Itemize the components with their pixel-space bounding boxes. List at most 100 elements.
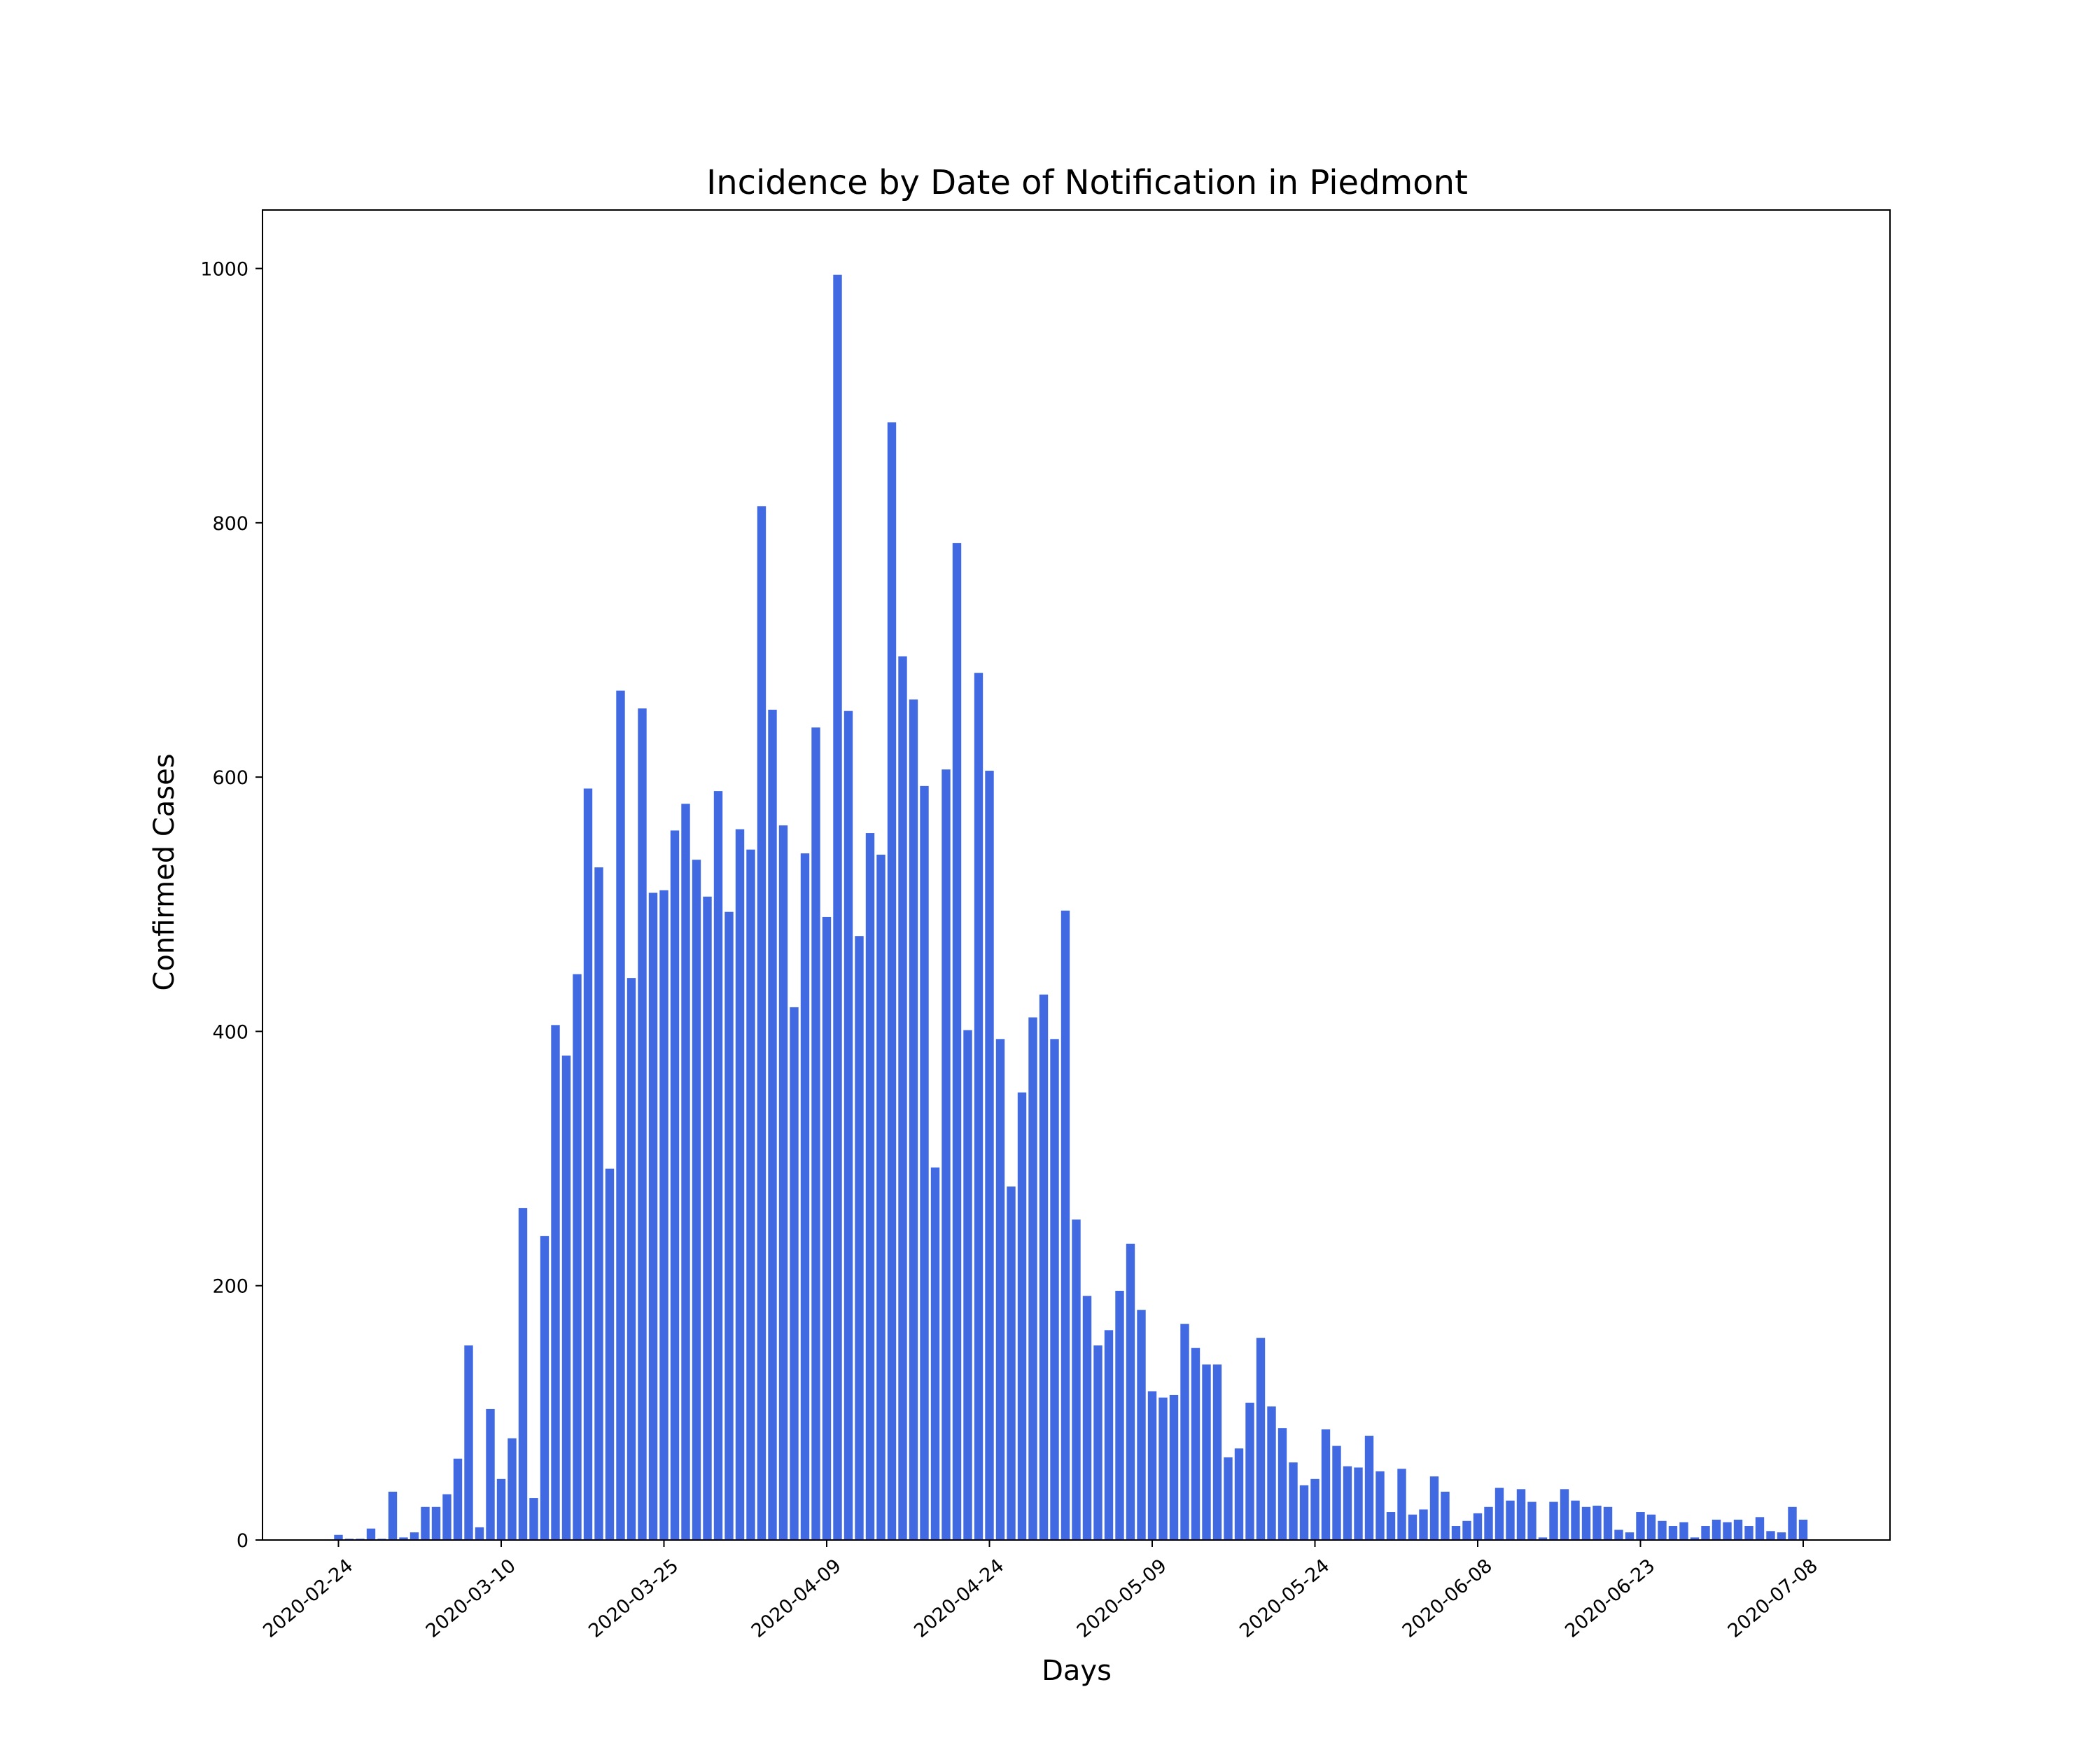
bar (605, 1168, 615, 1540)
bar (898, 656, 907, 1540)
bar (1408, 1514, 1418, 1540)
y-tick-label: 400 (212, 1021, 248, 1043)
bar (1777, 1532, 1786, 1540)
bar (1191, 1348, 1200, 1540)
bar (1017, 1092, 1027, 1540)
bar (1494, 1488, 1504, 1540)
bar (507, 1438, 517, 1540)
bar (1516, 1489, 1526, 1540)
bar (1137, 1310, 1146, 1540)
bar (1581, 1506, 1591, 1540)
bar (1060, 910, 1070, 1540)
bar (746, 849, 755, 1540)
bar (855, 936, 864, 1540)
bar (1723, 1522, 1732, 1540)
bar (1245, 1402, 1254, 1540)
bar (1473, 1513, 1483, 1540)
bar (1744, 1526, 1754, 1540)
bar (1397, 1469, 1406, 1540)
bar (1267, 1406, 1276, 1540)
bar (800, 853, 810, 1540)
bar (1278, 1428, 1287, 1540)
bar (421, 1506, 430, 1540)
bar (1592, 1505, 1602, 1540)
bar (887, 422, 897, 1540)
bar (768, 709, 777, 1540)
bar (464, 1345, 473, 1540)
bar (1701, 1526, 1710, 1540)
bar (920, 785, 929, 1540)
bar (486, 1408, 495, 1540)
bar (1082, 1296, 1092, 1540)
bar (1321, 1429, 1331, 1540)
bar (1571, 1500, 1580, 1540)
y-tick-label: 800 (212, 513, 248, 535)
bar (529, 1498, 538, 1540)
bar (1147, 1391, 1157, 1540)
bar (1072, 1219, 1081, 1540)
bar (583, 788, 593, 1540)
bar (1603, 1506, 1613, 1540)
bar (724, 911, 734, 1540)
bar (366, 1528, 376, 1540)
bar (1093, 1345, 1102, 1540)
bar (1658, 1520, 1667, 1540)
bar (703, 896, 712, 1540)
bar (1007, 1186, 1016, 1540)
bar (1690, 1537, 1700, 1540)
bar (930, 1167, 940, 1540)
bar (963, 1030, 972, 1540)
bar (1527, 1502, 1536, 1540)
bar (1451, 1526, 1461, 1540)
bar (1668, 1526, 1678, 1540)
bar (1028, 1017, 1037, 1540)
bar (388, 1491, 398, 1540)
y-tick-label: 0 (237, 1530, 248, 1552)
bar (681, 804, 690, 1540)
chart-title: Incidence by Date of Notification in Pie… (706, 163, 1468, 202)
bar (757, 506, 766, 1540)
bar (1560, 1489, 1569, 1540)
bar (1104, 1330, 1114, 1540)
bar (1256, 1338, 1266, 1540)
bar (995, 1039, 1005, 1540)
bar (844, 710, 853, 1541)
y-axis-ticks: 0 200 400 600 800 1000 (200, 259, 262, 1552)
bar (1798, 1519, 1808, 1540)
bar (670, 830, 680, 1540)
bar (594, 867, 603, 1540)
bar (1364, 1436, 1374, 1540)
bar (865, 833, 875, 1540)
bar (1202, 1364, 1211, 1540)
bar (626, 978, 636, 1540)
bar (1343, 1466, 1352, 1540)
bar (1224, 1457, 1233, 1540)
bar (453, 1458, 463, 1540)
bar (778, 825, 788, 1540)
bar (811, 727, 820, 1540)
bar (1376, 1471, 1385, 1540)
bar (1386, 1512, 1396, 1540)
bar (573, 974, 582, 1540)
y-axis-label: Confirmed Cases (148, 753, 181, 990)
bar (1354, 1467, 1363, 1540)
bar (1441, 1491, 1450, 1540)
bar (1538, 1537, 1548, 1540)
bar (941, 769, 951, 1540)
bar (475, 1527, 484, 1540)
bar (1126, 1243, 1135, 1540)
bar (1755, 1517, 1765, 1540)
bar (1614, 1530, 1623, 1540)
bar (1234, 1448, 1244, 1540)
bar (1766, 1531, 1775, 1540)
bar (1549, 1502, 1558, 1540)
y-tick-label: 600 (212, 767, 248, 789)
bar (1788, 1506, 1797, 1540)
bar (822, 916, 832, 1540)
bar (1679, 1522, 1688, 1540)
bar (1050, 1039, 1059, 1540)
bar (735, 829, 745, 1540)
bar (1506, 1500, 1515, 1540)
bar (1212, 1364, 1222, 1540)
bar (659, 890, 668, 1540)
